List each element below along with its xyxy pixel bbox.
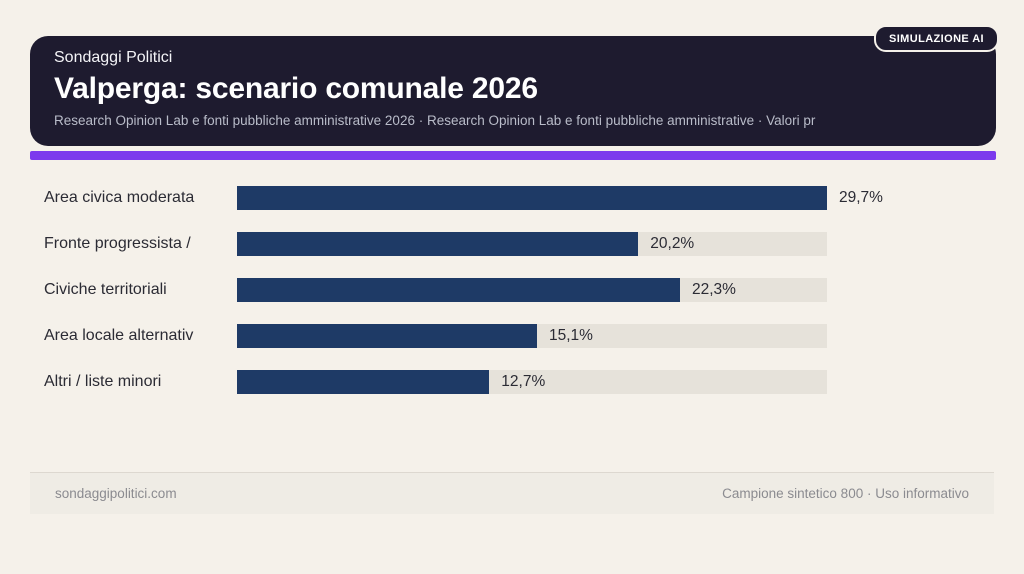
bar-track: 29,7%: [237, 186, 883, 210]
bar-label: Civiche territoriali: [44, 281, 167, 298]
bar-value: 15,1%: [548, 327, 593, 344]
chart-row: Fronte progressista / 20,2%: [44, 232, 1024, 256]
chart-row: Civiche territoriali 22,3%: [44, 278, 1024, 302]
footer: sondaggipolitici.com Campione sintetico …: [30, 472, 994, 514]
bar-track: 12,7%: [237, 370, 827, 394]
accent-divider: [30, 151, 996, 160]
chart-row: Area civica moderata 29,7%: [44, 186, 1024, 210]
bar-track: 20,2%: [237, 232, 827, 256]
bar-fill: [237, 370, 490, 394]
bar-value: 12,7%: [501, 373, 546, 390]
bar-value: 29,7%: [839, 189, 883, 206]
bar-track: 22,3%: [237, 278, 827, 302]
bar-value: 20,2%: [650, 235, 695, 252]
bar-fill: [237, 232, 639, 256]
bar-fill: [237, 324, 537, 348]
bar-chart: Area civica moderata 29,7% Fronte progre…: [44, 186, 1024, 394]
brand-kicker: Sondaggi Politici: [54, 49, 173, 66]
chart-row: Altri / liste minori 12,7%: [44, 370, 1024, 394]
bar-label: Area locale alternativ: [44, 327, 194, 344]
bar-label: Area civica moderata: [44, 189, 195, 206]
bar-value: 22,3%: [691, 281, 736, 298]
bar-label: Altri / liste minori: [44, 373, 162, 390]
page-subtitle: Research Opinion Lab e fonti pubbliche a…: [54, 113, 816, 128]
header-card: SIMULAZIONE AI Sondaggi Politici Valperg…: [30, 25, 999, 146]
page-title: Valperga: scenario comunale 2026: [54, 72, 538, 105]
footer-source: sondaggipolitici.com: [55, 486, 177, 501]
bar-label: Fronte progressista /: [44, 235, 191, 252]
bar-fill: [237, 278, 680, 302]
footer-note: Campione sintetico 800 · Uso informativo: [722, 486, 969, 501]
simulation-badge: SIMULAZIONE AI: [873, 25, 999, 52]
bar-fill: [237, 186, 827, 210]
chart-row: Area locale alternativ 15,1%: [44, 324, 1024, 348]
bar-track: 15,1%: [237, 324, 827, 348]
